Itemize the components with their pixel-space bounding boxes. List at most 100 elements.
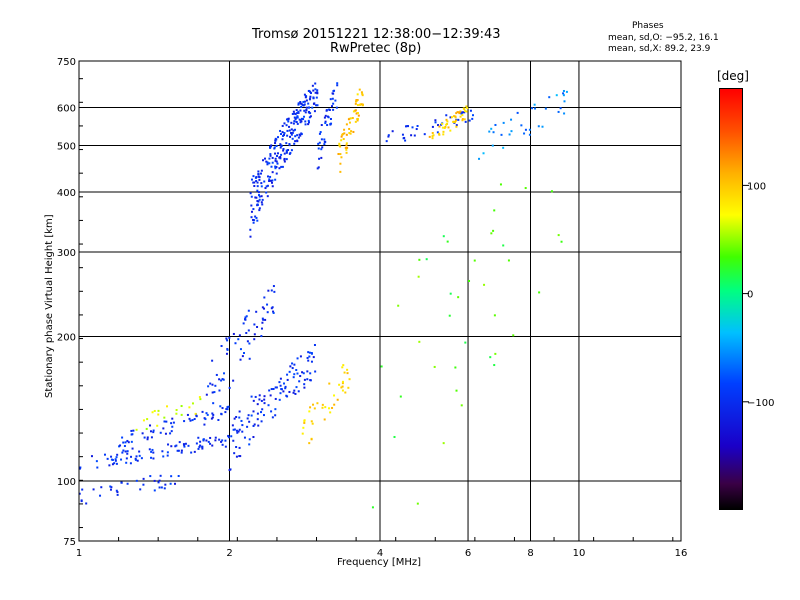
echo-point xyxy=(262,318,265,321)
echo-point xyxy=(141,432,144,435)
echo-point xyxy=(328,108,331,111)
echo-point xyxy=(433,365,436,368)
echo-point xyxy=(459,110,462,113)
echo-point xyxy=(279,157,282,160)
echo-point xyxy=(288,125,291,128)
echo-point xyxy=(411,126,414,129)
echo-point xyxy=(302,372,305,375)
echo-point xyxy=(260,201,263,204)
echo-point xyxy=(494,352,497,355)
echo-point xyxy=(303,386,306,389)
echo-point xyxy=(287,117,290,120)
echo-point xyxy=(328,407,331,410)
echo-point xyxy=(471,117,474,120)
echo-point xyxy=(565,90,568,93)
echo-point xyxy=(341,380,344,383)
echo-point xyxy=(257,170,260,173)
echo-point xyxy=(126,439,129,442)
echo-point xyxy=(434,119,437,122)
echo-point xyxy=(455,389,458,392)
echo-point xyxy=(264,157,267,160)
echo-point xyxy=(303,378,306,381)
echo-point xyxy=(286,378,289,381)
echo-point xyxy=(157,409,160,412)
echo-point xyxy=(253,185,256,188)
echo-point xyxy=(256,412,259,415)
echo-point xyxy=(199,440,202,443)
echo-point xyxy=(235,429,238,432)
colorbar-tick-label: 0 xyxy=(747,290,753,301)
echo-point xyxy=(174,482,177,485)
echo-point xyxy=(460,112,463,115)
echo-point xyxy=(279,384,282,387)
echo-point xyxy=(332,102,335,105)
echo-point xyxy=(283,382,286,385)
echo-point xyxy=(189,419,192,422)
echo-point xyxy=(356,118,359,121)
echo-point xyxy=(272,388,275,391)
echo-point xyxy=(221,378,224,381)
echo-point xyxy=(151,411,154,414)
echo-point xyxy=(356,112,359,115)
echo-point xyxy=(321,403,324,406)
echo-point xyxy=(266,303,269,306)
echo-point xyxy=(288,129,291,132)
echo-point xyxy=(95,460,98,463)
echo-point xyxy=(164,432,167,435)
echo-point xyxy=(291,131,294,134)
echo-point xyxy=(170,422,173,425)
echo-point xyxy=(317,142,320,145)
echo-point xyxy=(221,439,224,442)
echo-point xyxy=(285,150,288,153)
echo-point xyxy=(562,89,565,92)
echo-point xyxy=(441,126,444,129)
echo-point xyxy=(360,91,363,94)
echo-point xyxy=(293,373,296,376)
echo-point xyxy=(469,109,472,112)
echo-point xyxy=(348,131,351,134)
echo-point xyxy=(209,436,212,439)
echo-point xyxy=(190,451,193,454)
echo-point xyxy=(209,382,212,385)
echo-point xyxy=(312,89,315,92)
echo-point xyxy=(270,289,273,292)
echo-point xyxy=(134,457,137,460)
echo-point xyxy=(283,133,286,136)
echo-point xyxy=(124,441,127,444)
echo-point xyxy=(413,134,416,137)
echo-point xyxy=(343,371,346,374)
echo-point xyxy=(159,474,162,477)
echo-point xyxy=(162,427,165,430)
echo-point xyxy=(227,405,230,408)
echo-point xyxy=(297,111,300,114)
echo-point xyxy=(342,138,345,141)
echo-point xyxy=(247,414,250,417)
echo-point xyxy=(256,185,259,188)
echo-point xyxy=(323,140,326,143)
echo-point xyxy=(210,417,213,420)
echo-point xyxy=(260,399,263,402)
echo-point xyxy=(446,123,449,126)
echo-point xyxy=(304,123,307,126)
echo-point xyxy=(152,457,155,460)
echo-point xyxy=(464,120,467,123)
echo-point xyxy=(220,440,223,443)
echo-point xyxy=(326,124,329,127)
echo-point xyxy=(110,458,113,461)
echo-point xyxy=(157,481,160,484)
echo-point xyxy=(293,363,296,366)
echo-point xyxy=(255,310,258,313)
echo-point xyxy=(180,451,183,454)
echo-point xyxy=(245,331,248,334)
echo-point xyxy=(305,108,308,111)
echo-point xyxy=(345,151,348,154)
echo-point xyxy=(285,124,288,127)
echo-point xyxy=(493,314,496,317)
echo-point xyxy=(281,124,284,127)
echo-point xyxy=(238,410,241,413)
echo-point xyxy=(320,156,323,159)
echo-point xyxy=(299,102,302,105)
echo-point xyxy=(225,352,228,355)
echo-point xyxy=(217,418,220,421)
